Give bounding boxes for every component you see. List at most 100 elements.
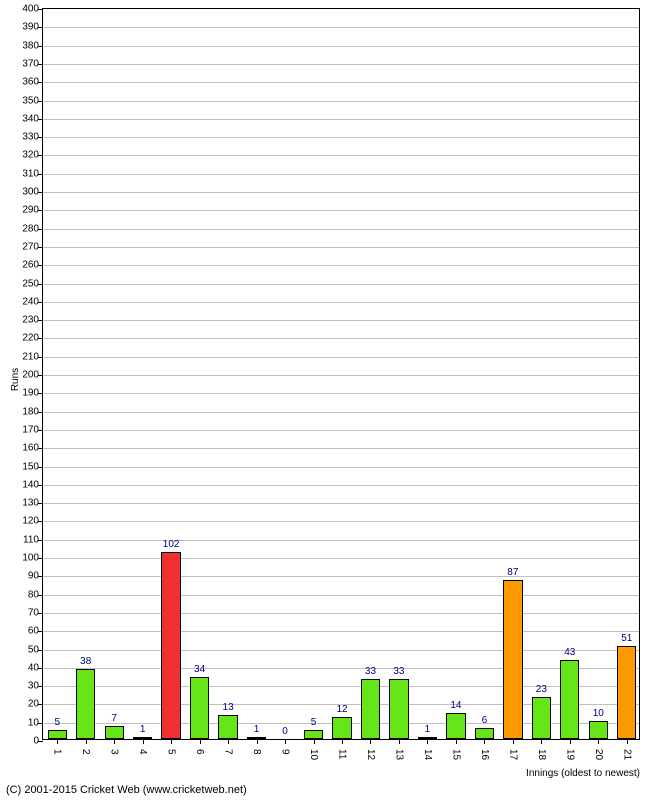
- gridline: [43, 485, 639, 486]
- ytick-label: 360: [22, 77, 43, 88]
- bar-value-label: 1: [425, 724, 431, 735]
- ytick-label: 280: [22, 223, 43, 234]
- gridline: [43, 448, 639, 449]
- ytick-label: 100: [22, 553, 43, 564]
- xtick-label: 20: [593, 739, 604, 760]
- ytick-label: 160: [22, 443, 43, 454]
- gridline: [43, 64, 639, 65]
- bar: [446, 713, 465, 739]
- ytick-label: 60: [28, 626, 43, 637]
- bar-value-label: 34: [194, 664, 205, 675]
- bar: [304, 730, 323, 739]
- ytick-label: 400: [22, 4, 43, 15]
- gridline: [43, 540, 639, 541]
- gridline: [43, 576, 639, 577]
- ytick-label: 250: [22, 278, 43, 289]
- bar: [161, 552, 180, 739]
- gridline: [43, 521, 639, 522]
- gridline: [43, 430, 639, 431]
- gridline: [43, 284, 639, 285]
- gridline: [43, 412, 639, 413]
- gridline: [43, 613, 639, 614]
- bar: [105, 726, 124, 739]
- plot-area: 0102030405060708090100110120130140150160…: [42, 8, 640, 740]
- bar-value-label: 1: [140, 724, 146, 735]
- gridline: [43, 686, 639, 687]
- ytick-label: 50: [28, 644, 43, 655]
- ytick-label: 220: [22, 333, 43, 344]
- gridline: [43, 558, 639, 559]
- ytick-label: 310: [22, 168, 43, 179]
- xtick-label: 2: [80, 739, 91, 755]
- x-axis-label: Innings (oldest to newest): [526, 768, 640, 779]
- gridline: [43, 155, 639, 156]
- gridline: [43, 302, 639, 303]
- ytick-label: 120: [22, 516, 43, 527]
- bar-value-label: 51: [621, 633, 632, 644]
- xtick-label: 7: [223, 739, 234, 755]
- ytick-label: 370: [22, 58, 43, 69]
- ytick-label: 390: [22, 22, 43, 33]
- bar: [76, 669, 95, 739]
- bar: [190, 677, 209, 739]
- xtick-label: 1: [52, 739, 63, 755]
- y-axis-label: Runs: [10, 368, 21, 391]
- bar-value-label: 6: [482, 715, 488, 726]
- gridline: [43, 320, 639, 321]
- ytick-label: 230: [22, 315, 43, 326]
- ytick-label: 260: [22, 260, 43, 271]
- xtick-label: 15: [450, 739, 461, 760]
- bar: [218, 715, 237, 739]
- xtick-label: 14: [422, 739, 433, 760]
- bar: [589, 721, 608, 739]
- xtick-label: 9: [280, 739, 291, 755]
- gridline: [43, 650, 639, 651]
- xtick-label: 21: [621, 739, 632, 760]
- ytick-label: 380: [22, 40, 43, 51]
- bar: [617, 646, 636, 739]
- bar-value-label: 5: [54, 717, 60, 728]
- ytick-label: 30: [28, 681, 43, 692]
- gridline: [43, 82, 639, 83]
- gridline: [43, 668, 639, 669]
- ytick-label: 210: [22, 351, 43, 362]
- gridline: [43, 210, 639, 211]
- xtick-label: 18: [536, 739, 547, 760]
- ytick-label: 90: [28, 571, 43, 582]
- bar-value-label: 102: [163, 539, 180, 550]
- xtick-label: 19: [564, 739, 575, 760]
- bar: [389, 679, 408, 739]
- bar-value-label: 5: [311, 717, 317, 728]
- gridline: [43, 247, 639, 248]
- bar: [503, 580, 522, 739]
- gridline: [43, 631, 639, 632]
- xtick-label: 10: [308, 739, 319, 760]
- gridline: [43, 27, 639, 28]
- bar-value-label: 7: [111, 713, 117, 724]
- ytick-label: 40: [28, 662, 43, 673]
- gridline: [43, 229, 639, 230]
- ytick-label: 270: [22, 241, 43, 252]
- ytick-label: 170: [22, 424, 43, 435]
- bar: [560, 660, 579, 739]
- ytick-label: 350: [22, 95, 43, 106]
- ytick-label: 190: [22, 388, 43, 399]
- xtick-label: 13: [393, 739, 404, 760]
- bar-value-label: 23: [536, 684, 547, 695]
- bar-value-label: 38: [80, 656, 91, 667]
- ytick-label: 110: [23, 534, 43, 545]
- bar-value-label: 10: [593, 708, 604, 719]
- xtick-label: 3: [109, 739, 120, 755]
- bar-value-label: 12: [336, 704, 347, 715]
- xtick-label: 4: [137, 739, 148, 755]
- bar: [361, 679, 380, 739]
- gridline: [43, 375, 639, 376]
- ytick-label: 10: [28, 717, 43, 728]
- ytick-label: 340: [22, 113, 43, 124]
- ytick-label: 240: [22, 296, 43, 307]
- ytick-label: 80: [28, 589, 43, 600]
- xtick-label: 5: [166, 739, 177, 755]
- gridline: [43, 46, 639, 47]
- gridline: [43, 393, 639, 394]
- xtick-label: 8: [251, 739, 262, 755]
